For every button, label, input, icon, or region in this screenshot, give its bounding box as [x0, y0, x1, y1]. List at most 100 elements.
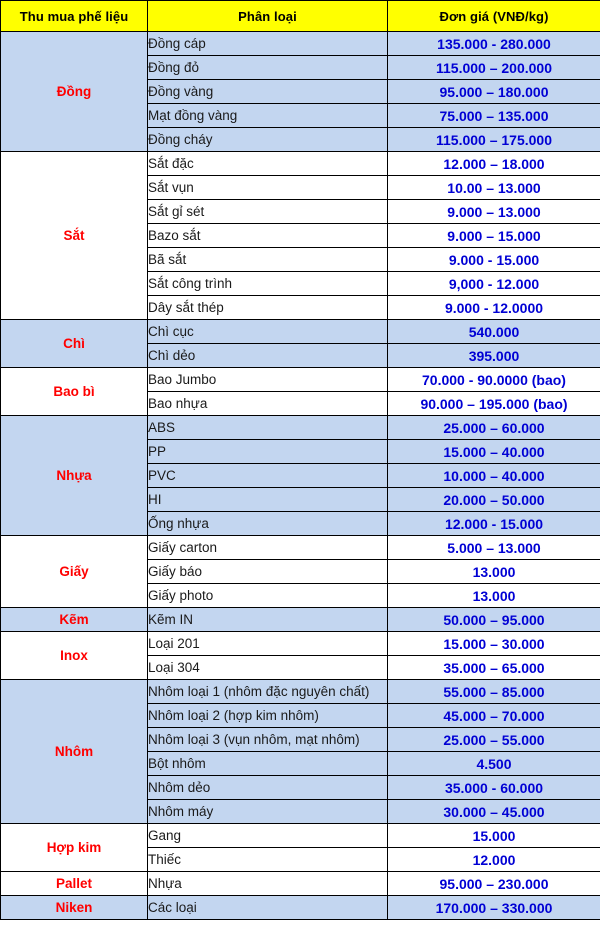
price-cell: 25.000 – 55.000: [387, 727, 600, 752]
table-row: Bao nhựa 90.000 – 195.000 (bao): [1, 391, 600, 416]
table-row: Nhôm Nhôm loại 1 (nhôm đặc nguyên chất) 55…: [0, 679, 600, 824]
type-cell: PVC: [147, 463, 388, 488]
group-label-11: Pallet: [0, 871, 148, 896]
price-cell: 10.000 – 40.000: [387, 463, 600, 488]
price-cell: 12.000: [387, 847, 600, 872]
table-row: Giấy photo 13.000: [1, 583, 600, 608]
price-cell: 15.000 – 40.000: [387, 439, 600, 464]
type-cell: Giấy photo: [147, 583, 388, 608]
type-cell: Loại 201: [147, 631, 388, 656]
price-cell: 95.000 – 230.000: [387, 871, 600, 896]
group-label-7: Kẽm: [0, 607, 148, 632]
header-row: Thu mua phế liệu Phân loại Đơn giá (VNĐ/…: [0, 0, 600, 32]
type-cell: Bột nhôm: [147, 751, 388, 776]
price-cell: 170.000 – 330.000: [387, 895, 600, 920]
table-header: Thu mua phế liệu Phân loại Đơn giá (VNĐ/…: [0, 0, 600, 32]
price-cell: 10.00 – 13.000: [387, 175, 600, 200]
group-label-6: Giấy: [0, 535, 148, 608]
table-row: Ống nhựa 12.000 - 15.000: [1, 511, 600, 536]
price-cell: 9,000 - 12.000: [387, 271, 600, 296]
price-cell: 13.000: [387, 559, 600, 584]
type-cell: Đồng đỏ: [147, 55, 388, 80]
table-row: Sắt Sắt đặc 12.000 – 18.000: [0, 151, 600, 320]
table-row: Sắt vụn 10.00 – 13.000: [1, 175, 600, 200]
price-cell: 15.000: [387, 823, 600, 848]
table-row: Sắt gỉ sét 9.000 – 13.000: [1, 199, 600, 224]
type-cell: Loại 304: [147, 655, 388, 680]
price-cell: 395.000: [387, 343, 600, 368]
group-label-4: Bao bì: [0, 367, 148, 416]
table-row: Hợp kim Gang 15.000: [0, 823, 600, 872]
price-cell: 70.000 - 90.0000 (bao): [387, 367, 600, 392]
price-cell: 4.500: [387, 751, 600, 776]
type-cell: HI: [147, 487, 388, 512]
type-cell: Gang: [147, 823, 388, 848]
price-cell: 9.000 - 12.0000: [387, 295, 600, 320]
table-row: Nhôm loại 3 (vụn nhôm, mạt nhôm) 25.000 –…: [1, 727, 600, 752]
header-cell-group: Thu mua phế liệu: [0, 0, 148, 32]
table-row: Bazo sắt 9.000 – 15.000: [1, 223, 600, 248]
table-row: Chì dẻo 395.000: [1, 343, 600, 368]
table-row: Niken Các loại 170.000 – 330.000: [0, 895, 600, 920]
price-cell: 115.000 – 200.000: [387, 55, 600, 80]
type-cell: Nhôm máy: [147, 799, 388, 824]
table-body: Đồng Đồng cáp 135.000 - 280.000 Đồng đỏ 115.…: [0, 31, 600, 920]
type-cell: Dây sắt thép: [147, 295, 388, 320]
table-row: Đồng Đồng cáp 135.000 - 280.000: [0, 31, 600, 152]
type-cell: ABS: [147, 415, 388, 440]
type-cell: Đồng vàng: [147, 79, 388, 104]
type-cell: Đồng cáp: [147, 31, 388, 56]
price-cell: 75.000 – 135.000: [387, 103, 600, 128]
group-label-9: Nhôm: [0, 679, 148, 824]
price-cell: 540.000: [387, 319, 600, 344]
table-row: Nhựa ABS 25.000 – 60.000: [0, 415, 600, 536]
type-cell: Chì dẻo: [147, 343, 388, 368]
price-cell: 12.000 - 15.000: [387, 511, 600, 536]
price-cell: 5.000 – 13.000: [387, 535, 600, 560]
price-cell: 13.000: [387, 583, 600, 608]
type-cell: Các loại: [147, 895, 388, 920]
type-cell: Chì cục: [147, 319, 388, 344]
price-cell: 9.000 – 13.000: [387, 199, 600, 224]
price-cell: 45.000 – 70.000: [387, 703, 600, 728]
group-label-3: Chì: [0, 319, 148, 368]
type-cell: Nhôm loại 1 (nhôm đặc nguyên chất): [147, 679, 388, 704]
type-cell: Ống nhựa: [147, 511, 388, 536]
header-cell-price: Đơn giá (VNĐ/kg): [387, 0, 600, 32]
header-cell-type: Phân loại: [147, 0, 388, 32]
type-cell: Mạt đồng vàng: [147, 103, 388, 128]
group-label-12: Niken: [0, 895, 148, 920]
type-cell: PP: [147, 439, 388, 464]
type-cell: Giấy báo: [147, 559, 388, 584]
table-row: Dây sắt thép 9.000 - 12.0000: [1, 295, 600, 320]
price-cell: 9.000 - 15.000: [387, 247, 600, 272]
price-cell: 35.000 - 60.000: [387, 775, 600, 800]
table-row: Nhôm dẻo 35.000 - 60.000: [1, 775, 600, 800]
table-row: Giấy Giấy carton 5.000 – 13.000: [0, 535, 600, 608]
price-cell: 9.000 – 15.000: [387, 223, 600, 248]
price-cell: 135.000 - 280.000: [387, 31, 600, 56]
price-cell: 115.000 – 175.000: [387, 127, 600, 152]
group-label-1: Đồng: [0, 31, 148, 152]
price-cell: 30.000 – 45.000: [387, 799, 600, 824]
type-cell: Nhựa: [147, 871, 388, 896]
table-row: HI 20.000 – 50.000: [1, 487, 600, 512]
type-cell: Đồng cháy: [147, 127, 388, 152]
table-row: Đồng cháy 115.000 – 175.000: [1, 127, 600, 152]
type-cell: Nhôm loại 3 (vụn nhôm, mạt nhôm): [147, 727, 388, 752]
table-row: Giấy báo 13.000: [1, 559, 600, 584]
price-cell: 15.000 – 30.000: [387, 631, 600, 656]
type-cell: Bã sắt: [147, 247, 388, 272]
group-label-8: Inox: [0, 631, 148, 680]
price-cell: 95.000 – 180.000: [387, 79, 600, 104]
type-cell: Sắt công trình: [147, 271, 388, 296]
table-row: Đồng đỏ 115.000 – 200.000: [1, 55, 600, 80]
type-cell: Nhôm dẻo: [147, 775, 388, 800]
type-cell: Sắt vụn: [147, 175, 388, 200]
price-cell: 35.000 – 65.000: [387, 655, 600, 680]
table-row: Pallet Nhựa 95.000 – 230.000: [0, 871, 600, 896]
table-row: Bã sắt 9.000 - 15.000: [1, 247, 600, 272]
type-cell: Nhôm loại 2 (hợp kim nhôm): [147, 703, 388, 728]
price-cell: 90.000 – 195.000 (bao): [387, 391, 600, 416]
